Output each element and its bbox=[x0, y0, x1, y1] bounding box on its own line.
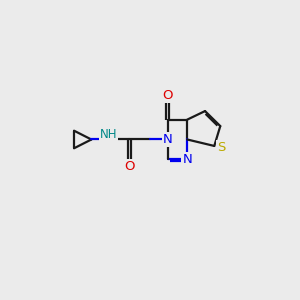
Text: O: O bbox=[124, 160, 135, 173]
Text: S: S bbox=[218, 141, 226, 154]
Text: NH: NH bbox=[100, 128, 117, 141]
Text: N: N bbox=[163, 133, 172, 146]
Text: O: O bbox=[162, 89, 173, 102]
Text: N: N bbox=[182, 153, 192, 166]
